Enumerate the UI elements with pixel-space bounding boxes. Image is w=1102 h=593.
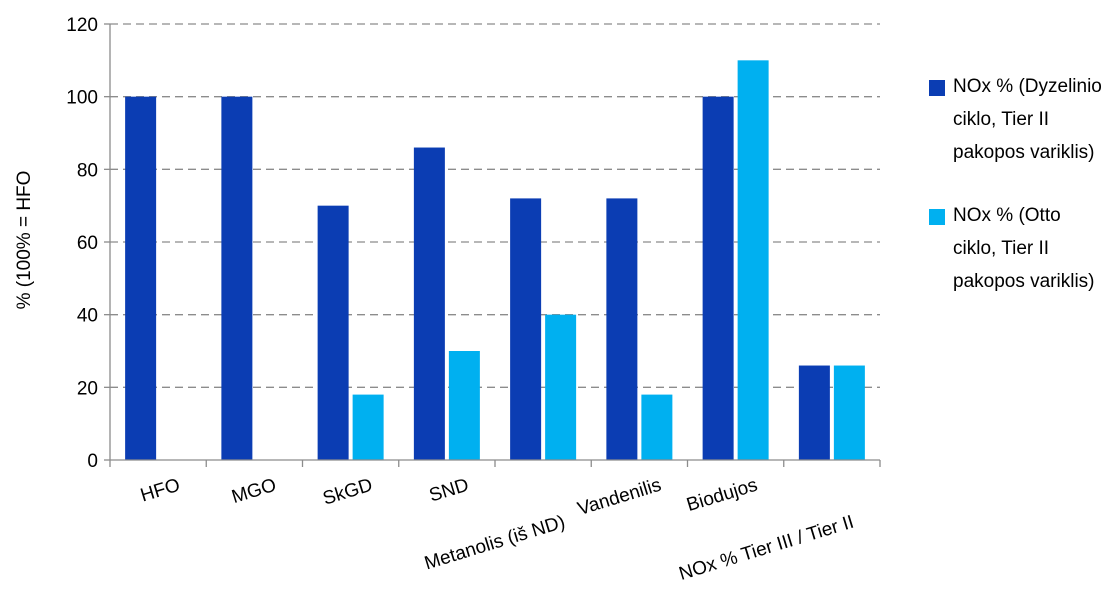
y-tick-label: 40 [77, 306, 98, 327]
y-tick-label: 60 [77, 233, 98, 254]
bar-otto [833, 365, 865, 460]
y-tick-labels: 0 20 40 60 80 100 120 [66, 15, 98, 472]
x-category-label: Metanolis (iš ND) [422, 512, 567, 575]
legend-label-diesel: NOx % (Dyzelinio ciklo, Tier II pakopos … [953, 76, 1102, 163]
y-tick-label: 120 [66, 15, 98, 36]
x-category-label: MGO [229, 475, 279, 508]
x-tick-labels: HFO MGO SkGD SND Metanolis (iš ND)Vandenilis… [138, 475, 856, 585]
bar-otto [448, 351, 480, 460]
bar-diesel [413, 147, 445, 461]
bar-otto [737, 60, 769, 460]
bars [125, 60, 865, 461]
bar-diesel [798, 365, 830, 460]
bar-diesel [125, 96, 157, 461]
x-category-label: SND [427, 475, 472, 507]
x-category-label: HFO [138, 475, 182, 507]
axes [104, 23, 881, 467]
y-tick-label: 80 [77, 160, 98, 181]
legend-label-otto: NOx % (Otto ciklo, Tier II pakopos varik… [953, 205, 1095, 292]
y-tick-label: 0 [87, 451, 98, 472]
y-tick-label: 100 [66, 88, 98, 109]
x-category-label: SkGD [320, 475, 375, 510]
bar-otto [641, 394, 673, 460]
y-axis-label: % (100% = HFO [14, 171, 35, 310]
bar-diesel [317, 205, 349, 460]
legend-item-otto: NOx % (Otto ciklo, Tier II pakopos varik… [925, 199, 1100, 298]
bar-otto [545, 314, 577, 460]
legend-swatch-otto [929, 209, 945, 225]
bar-diesel [510, 198, 542, 460]
bar-diesel [221, 96, 253, 461]
x-category-label: Biodujos [684, 475, 760, 516]
y-tick-label: 20 [77, 378, 98, 399]
legend: NOx % (Dyzelinio ciklo, Tier II pakopos … [925, 70, 1102, 328]
bar-diesel [702, 96, 734, 461]
x-category-label: NOx % Tier III / Tier II [677, 512, 857, 585]
legend-item-diesel: NOx % (Dyzelinio ciklo, Tier II pakopos … [925, 70, 1102, 169]
legend-swatch-diesel [929, 80, 945, 96]
bar-diesel [606, 198, 638, 460]
bar-otto [352, 394, 384, 460]
x-category-label: Vandenilis [575, 475, 664, 520]
